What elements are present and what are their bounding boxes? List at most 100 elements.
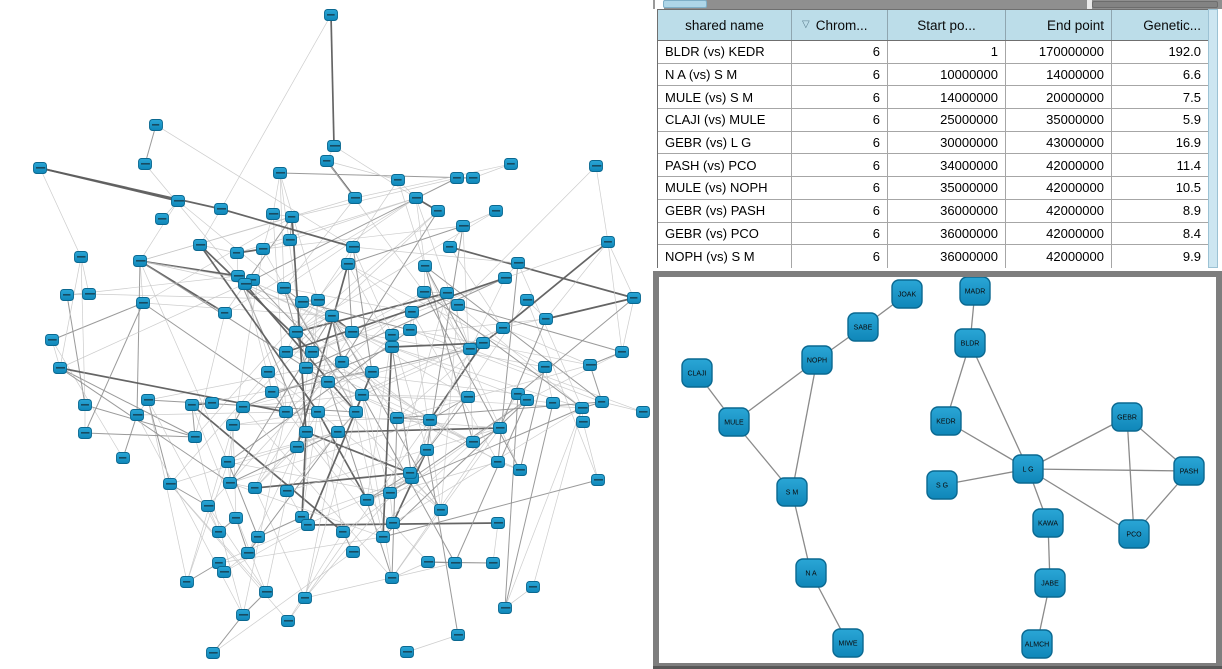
table-cell[interactable]: GEBR (vs) PCO: [658, 222, 792, 245]
graph-node-bldr[interactable]: [954, 328, 986, 358]
table-row[interactable]: NOPH (vs) S M 6 36000000 42000000 9.9: [658, 245, 1208, 268]
table-cell[interactable]: 6: [792, 109, 888, 131]
table-cell[interactable]: NOPH (vs) S M: [658, 245, 792, 268]
table-cell[interactable]: GEBR (vs) PASH: [658, 199, 792, 222]
table-row[interactable]: BLDR (vs) KEDR 6 1 170000000 192.0: [658, 41, 1208, 64]
table-cell[interactable]: 8.9: [1182, 203, 1201, 219]
table-cell[interactable]: 42000000: [1006, 154, 1112, 177]
table-cell[interactable]: 36000000: [888, 222, 1006, 245]
table-cell[interactable]: 170000000: [1006, 41, 1112, 63]
table-row[interactable]: MULE (vs) S M 6 14000000 20000000 7.5: [658, 86, 1208, 110]
table-cell[interactable]: PASH (vs) PCO: [658, 154, 792, 177]
overview-network-canvas[interactable]: [0, 0, 653, 669]
graph-node-sg[interactable]: [926, 470, 958, 500]
table-cell[interactable]: 6: [792, 154, 888, 177]
table-cell[interactable]: 25000000: [888, 109, 1006, 131]
table-cell[interactable]: 16.9: [1175, 135, 1201, 151]
graph-node-na[interactable]: [795, 558, 827, 588]
table-cell[interactable]: 6: [792, 41, 888, 63]
table-cell[interactable]: 42000000: [1006, 199, 1112, 222]
table-cell[interactable]: 8.4: [1182, 225, 1201, 241]
graph-node-almch[interactable]: [1021, 629, 1053, 659]
table-cell[interactable]: 6: [792, 131, 888, 154]
table-cell[interactable]: 6: [792, 199, 888, 222]
table-cell[interactable]: 6: [792, 86, 888, 109]
table-row[interactable]: GEBR (vs) PASH 6 36000000 42000000 8.9: [658, 199, 1208, 223]
graph-node-lg[interactable]: [1012, 454, 1044, 484]
table-cell[interactable]: 36000000: [888, 199, 1006, 222]
column-header-end-point[interactable]: End point: [1006, 10, 1112, 40]
top-scrollbar-track[interactable]: [653, 0, 1222, 9]
graph-node-madr[interactable]: [959, 277, 991, 306]
graph-node-miwe[interactable]: [832, 628, 864, 658]
graph-node-joak[interactable]: [891, 279, 923, 309]
horizontal-scrollbar-thumb[interactable]: [1092, 1, 1218, 8]
table-row[interactable]: GEBR (vs) PCO 6 36000000 42000000 8.4: [658, 222, 1208, 246]
table-cell[interactable]: 10000000: [888, 63, 1006, 86]
table-cell[interactable]: 5.9: [1182, 112, 1201, 128]
table-cell[interactable]: MULE (vs) NOPH: [658, 177, 792, 199]
table-cell[interactable]: 30000000: [888, 131, 1006, 154]
table-row[interactable]: N A (vs) S M 6 10000000 14000000 6.6: [658, 63, 1208, 87]
column-header-start-point[interactable]: Start po...: [888, 10, 1006, 40]
scrollbar-tab[interactable]: [663, 0, 707, 8]
graph-node-pash[interactable]: [1173, 456, 1205, 486]
table-cell[interactable]: 35000000: [888, 177, 1006, 199]
node-label-smudge: [139, 302, 148, 304]
table-cell[interactable]: 34000000: [888, 154, 1006, 177]
graph-node-kawa[interactable]: [1032, 508, 1064, 538]
table-cell[interactable]: MULE (vs) S M: [658, 86, 792, 109]
table-cell[interactable]: 14000000: [1006, 63, 1112, 86]
node-label-smudge: [232, 517, 240, 519]
filter-icon[interactable]: ▽: [802, 18, 810, 30]
detail-network-canvas[interactable]: JOAK SABE NOPH CLAJI MULE S M N A MIWE MADR BLDR K…: [659, 277, 1216, 663]
table-row[interactable]: MULE (vs) NOPH 6 35000000 42000000 10.5: [658, 177, 1208, 200]
network-edge: [607, 241, 635, 299]
table-row[interactable]: GEBR (vs) L G 6 30000000 43000000 16.9: [658, 131, 1208, 155]
table-cell[interactable]: 6: [792, 63, 888, 86]
table-cell[interactable]: 42000000: [1006, 245, 1112, 268]
graph-node-jabe[interactable]: [1034, 568, 1066, 598]
graph-node-mule[interactable]: [718, 407, 750, 437]
network-edge: [291, 216, 307, 433]
table-cell[interactable]: GEBR (vs) L G: [658, 131, 792, 154]
table-cell[interactable]: 11.4: [1176, 157, 1201, 173]
graph-node-noph[interactable]: [801, 345, 833, 375]
table-cell[interactable]: 6: [792, 245, 888, 268]
graph-node-pco[interactable]: [1118, 519, 1150, 549]
table-cell[interactable]: 1: [888, 41, 1006, 63]
table-cell[interactable]: 10.5: [1175, 180, 1201, 196]
node-label-smudge: [209, 652, 218, 654]
column-header-genetic[interactable]: Genetic...: [1112, 10, 1208, 40]
table-cell[interactable]: 43000000: [1006, 131, 1112, 154]
table-cell[interactable]: 42000000: [1006, 222, 1112, 245]
table-row[interactable]: PASH (vs) PCO 6 34000000 42000000 11.4: [658, 154, 1208, 178]
graph-node-sm[interactable]: [776, 477, 808, 507]
column-header-shared-name[interactable]: shared name: [658, 10, 792, 40]
network-edge: [186, 461, 229, 583]
node-label: S M: [786, 490, 799, 497]
table-cell[interactable]: 7.5: [1182, 89, 1201, 105]
table-cell[interactable]: 42000000: [1006, 177, 1112, 199]
graph-node-gebr[interactable]: [1111, 402, 1143, 432]
table-cell[interactable]: 6: [792, 222, 888, 245]
graph-node-kedr[interactable]: [930, 406, 962, 436]
table-cell[interactable]: N A (vs) S M: [658, 63, 792, 86]
network-edge: [366, 334, 393, 501]
table-cell[interactable]: 9.9: [1182, 249, 1201, 265]
table-cell[interactable]: BLDR (vs) KEDR: [658, 41, 792, 63]
table-cell[interactable]: 6: [792, 177, 888, 199]
table-vertical-scrollbar[interactable]: [1208, 9, 1218, 268]
table-cell[interactable]: 20000000: [1006, 86, 1112, 109]
network-edge: [254, 446, 298, 489]
graph-node-claji[interactable]: [681, 358, 713, 388]
table-cell[interactable]: 35000000: [1006, 109, 1112, 131]
column-header-chromosome[interactable]: ▽ Chrom...: [792, 10, 888, 40]
graph-node-sabe[interactable]: [847, 312, 879, 342]
table-cell[interactable]: 192.0: [1168, 44, 1201, 60]
table-cell[interactable]: 14000000: [888, 86, 1006, 109]
table-cell[interactable]: CLAJI (vs) MULE: [658, 109, 792, 131]
table-cell[interactable]: 36000000: [888, 245, 1006, 268]
table-cell[interactable]: 6.6: [1182, 67, 1201, 83]
table-row[interactable]: CLAJI (vs) MULE 6 25000000 35000000 5.9: [658, 109, 1208, 132]
